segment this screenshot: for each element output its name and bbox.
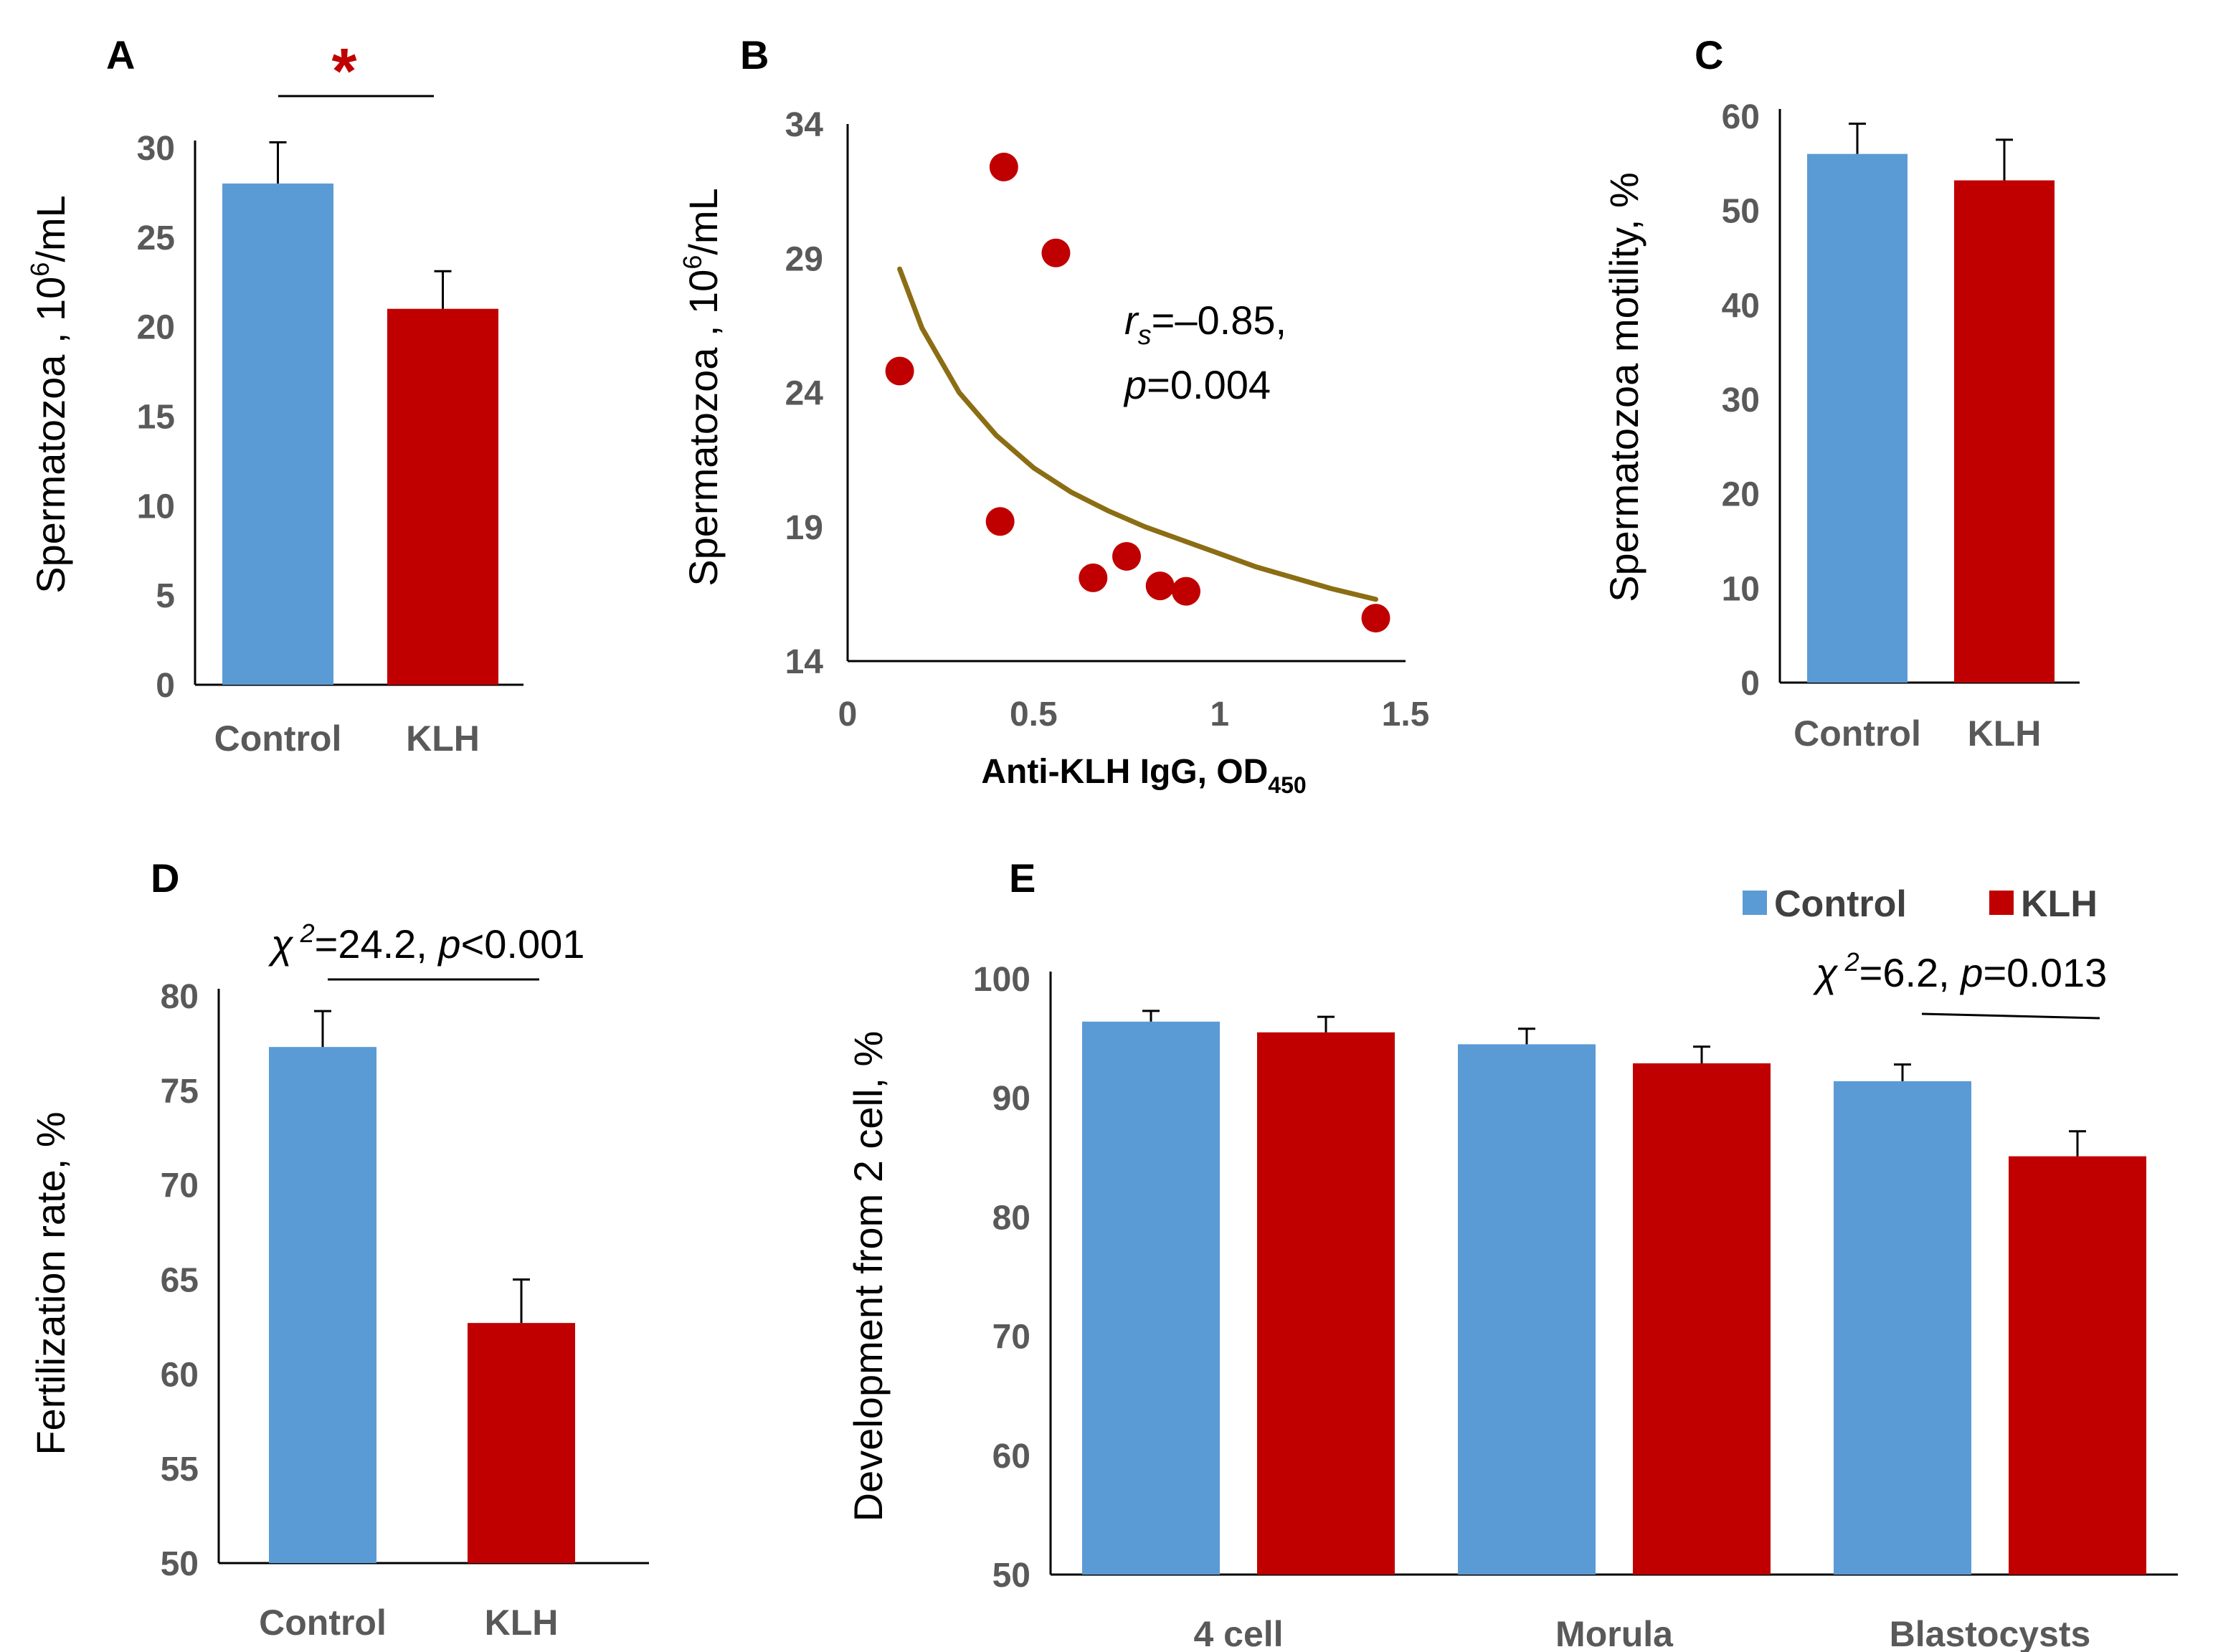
legend-swatch-control (1743, 891, 1767, 915)
y-axis-label-e: Development from 2 cell, % (845, 1031, 891, 1522)
scatter-point (1079, 563, 1108, 592)
y-tick-label: 29 (785, 240, 823, 278)
y-axis-label-d: Fertilization rate, % (28, 1111, 73, 1455)
bar-control (1807, 153, 1908, 683)
y-tick-label: 70 (992, 1319, 1030, 1357)
y-tick-label: 60 (161, 1356, 199, 1394)
x-tick-label: 1 (1210, 696, 1229, 734)
panel-b: Spermatozoa , 106/mL Anti-KLH IgG, OD450… (678, 106, 1429, 798)
chi-square-annotation-d: χ 2=24.2, p<0.001 (267, 918, 584, 967)
panel-label-a: A (106, 32, 135, 77)
scatter-point (1361, 604, 1390, 633)
scatter-point (1112, 541, 1141, 571)
bar-control-blastocysts (1834, 1081, 1971, 1575)
y-tick-label: 19 (785, 509, 823, 547)
y-tick-label: 5 (156, 577, 175, 615)
bar-klh-4-cell (1257, 1032, 1395, 1575)
bar-control-4-cell (1082, 1021, 1220, 1575)
bar-klh (1954, 180, 2055, 683)
y-tick-label: 20 (137, 309, 175, 347)
y-tick-label: 65 (161, 1262, 199, 1300)
y-tick-label: 40 (1722, 287, 1760, 325)
x-category-label: KLH (1968, 713, 2042, 754)
bar-klh-blastocysts (2009, 1156, 2146, 1575)
y-tick-label: 80 (992, 1199, 1030, 1237)
scatter-point (989, 152, 1018, 181)
chi-square-annotation-e: χ 2=6.2, p=0.013 (1812, 947, 2107, 995)
spearman-annotation: rs=–0.85, (1124, 298, 1286, 351)
y-tick-label: 50 (161, 1545, 199, 1583)
y-tick-label: 25 (137, 219, 175, 257)
x-tick-label: 0.5 (1010, 696, 1058, 734)
x-category-label: Control (259, 1603, 387, 1643)
scatter-point (1171, 576, 1200, 606)
y-tick-label: 60 (992, 1438, 1030, 1476)
bar-klh (468, 1323, 575, 1563)
scatter-point (885, 356, 914, 386)
x-category-label: Control (214, 718, 342, 759)
legend-label-klh: KLH (2021, 883, 2098, 925)
x-category-label: 4 cell (1193, 1614, 1283, 1652)
y-tick-label: 20 (1722, 476, 1760, 514)
bar-control-morula (1458, 1044, 1596, 1575)
y-tick-label: 0 (1740, 665, 1760, 703)
y-axis-label-b: Spermatozoa , 106/mL (678, 188, 726, 586)
y-tick-label: 75 (161, 1073, 199, 1111)
y-tick-label: 50 (992, 1557, 1030, 1595)
y-tick-label: 80 (161, 978, 199, 1016)
y-tick-label: 30 (137, 130, 175, 168)
scatter-point (1041, 238, 1071, 267)
y-tick-label: 70 (161, 1167, 199, 1205)
y-tick-label: 60 (1722, 98, 1760, 136)
panel-d: Fertilization rate, % χ 2=24.2, p<0.001 5… (28, 918, 649, 1643)
x-category-label: Morula (1555, 1614, 1674, 1652)
y-tick-label: 55 (161, 1451, 199, 1489)
y-tick-label: 10 (1722, 570, 1760, 608)
x-tick-label: 1.5 (1382, 696, 1430, 734)
bar-control (269, 1047, 376, 1563)
x-category-label: KLH (485, 1603, 559, 1643)
x-category-label: Blastocysts (1890, 1614, 2091, 1652)
legend-swatch-klh (1989, 891, 2014, 915)
y-tick-label: 15 (137, 399, 175, 437)
scatter-point (1145, 571, 1175, 601)
p-value-annotation: p=0.004 (1123, 362, 1271, 407)
bar-klh (387, 308, 498, 685)
y-axis-label-a: Spermatozoa , 106/mL (25, 195, 73, 593)
y-tick-label: 24 (785, 375, 824, 413)
panel-label-e: E (1009, 855, 1036, 901)
y-tick-label: 50 (1722, 193, 1760, 231)
significance-line-e (1921, 1012, 2100, 1020)
x-category-label: Control (1793, 713, 1921, 754)
x-tick-label: 0 (838, 696, 858, 734)
legend-label-control: Control (1774, 883, 1907, 925)
bar-klh-morula (1633, 1063, 1771, 1575)
y-tick-label: 90 (992, 1080, 1030, 1118)
bar-control (222, 183, 333, 685)
y-axis-label-c: Spermatozoa motility, % (1601, 172, 1646, 602)
x-axis-label-b: Anti-KLH IgG, OD450 (981, 753, 1306, 798)
y-tick-label: 10 (137, 488, 175, 526)
y-tick-label: 0 (156, 667, 175, 705)
trend-curve (897, 266, 1378, 602)
scatter-point (985, 507, 1015, 536)
panel-c: Spermatozoa motility, % 0 10 20 30 40 50 60 Con… (1601, 98, 2080, 754)
panel-e: Development from 2 cell, % Control KLH χ… (845, 883, 2178, 1652)
x-category-label: KLH (406, 718, 480, 759)
panel-label-d: D (151, 855, 179, 901)
y-tick-label: 100 (973, 961, 1030, 999)
panel-label-c: C (1695, 32, 1723, 77)
panel-label-b: B (740, 32, 769, 77)
y-tick-label: 14 (785, 643, 824, 681)
y-tick-label: 34 (785, 106, 824, 144)
panel-a: Spermatozoa , 106/mL * 051015202530Contr… (25, 36, 523, 759)
y-tick-label: 30 (1722, 381, 1760, 419)
